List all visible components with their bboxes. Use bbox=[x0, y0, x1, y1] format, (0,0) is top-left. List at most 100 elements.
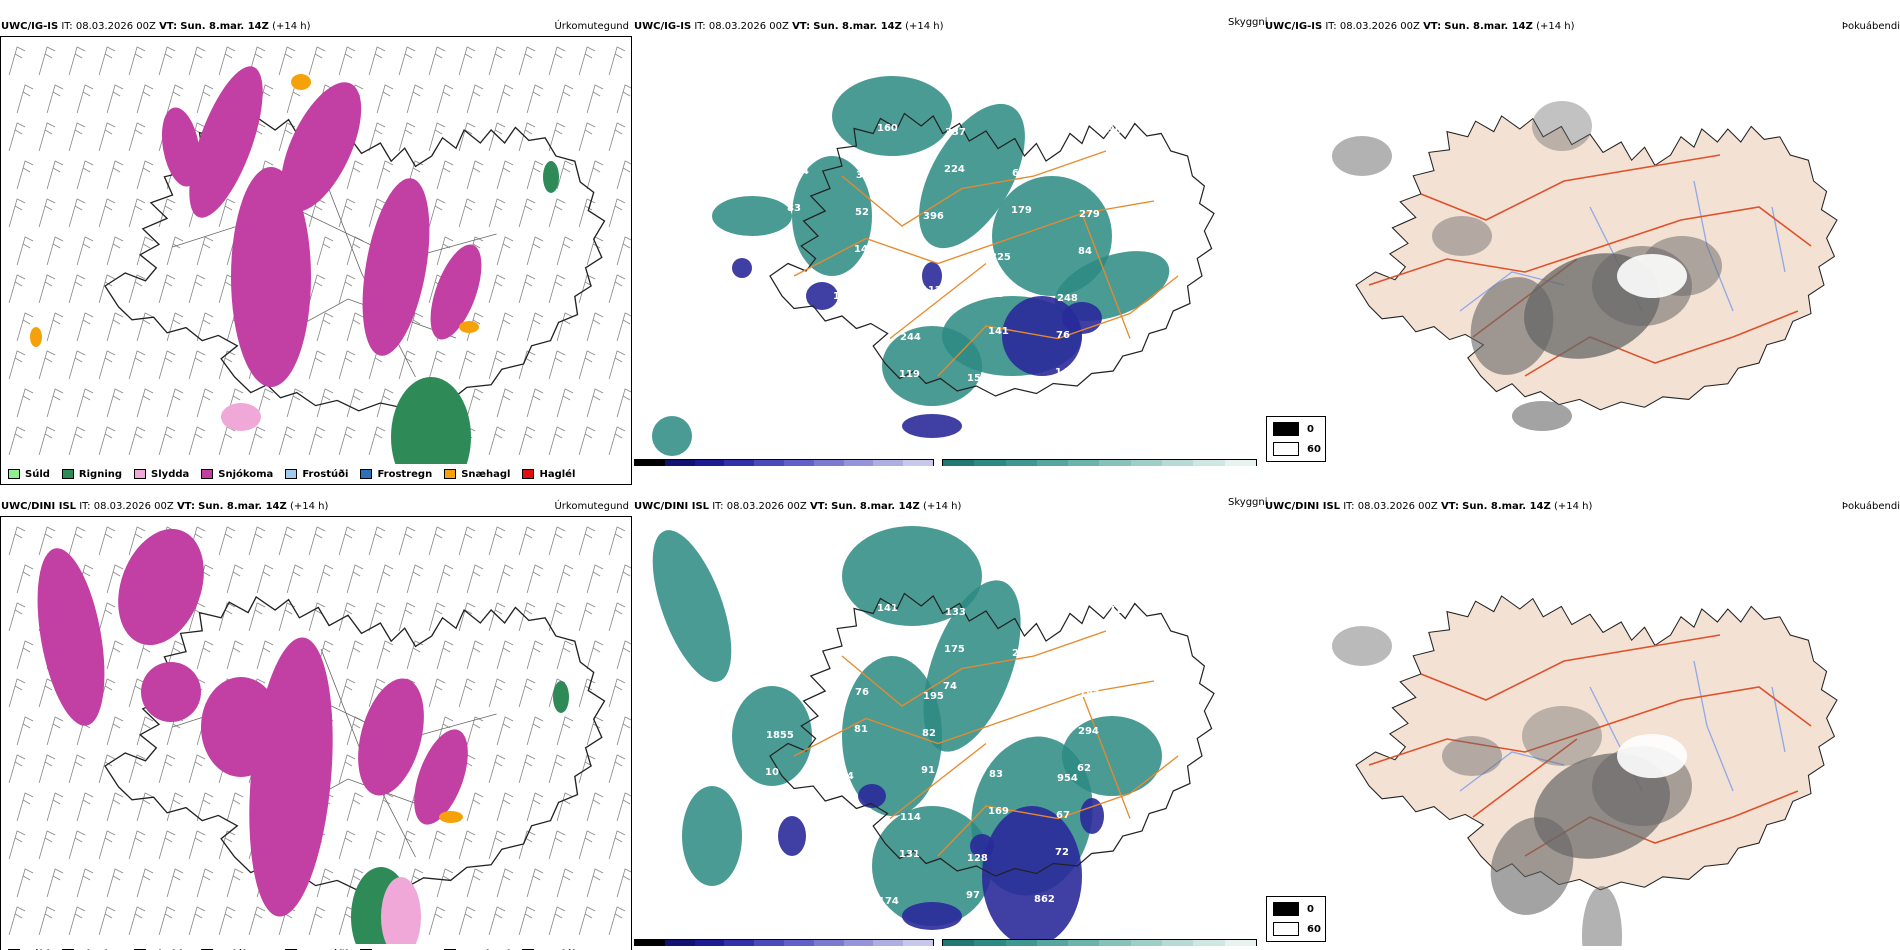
fog-legend-row: 0 bbox=[1273, 422, 1314, 436]
rain-area bbox=[543, 161, 559, 193]
legend-swatch bbox=[201, 469, 214, 479]
precip-title: Úrkomutegund bbox=[554, 21, 629, 32]
fog-area bbox=[1490, 817, 1574, 915]
cloud-base-area bbox=[732, 258, 752, 278]
fog-legend-swatch bbox=[1273, 422, 1299, 436]
rain-area bbox=[553, 681, 569, 713]
visibility-value-label: 349 bbox=[810, 412, 831, 423]
visibility-value-label: 74 bbox=[943, 681, 957, 692]
visibility-value-label: 128 bbox=[967, 853, 988, 864]
coastline bbox=[769, 112, 1215, 397]
fog-legend-row: 60 bbox=[1273, 922, 1321, 936]
fog-area bbox=[1582, 886, 1622, 946]
visibility-value-label: 72 bbox=[1055, 847, 1069, 858]
snow-area bbox=[414, 729, 468, 825]
visibility-value-label: 44 bbox=[742, 408, 756, 419]
lead-time: (+14 h) bbox=[272, 21, 311, 32]
legend-label: Súld bbox=[25, 468, 50, 480]
fog-legend-row: 0 bbox=[1273, 902, 1314, 916]
snow-area bbox=[362, 178, 430, 356]
visibility-value-label: 136 bbox=[1011, 685, 1032, 696]
colorbar-segment bbox=[1130, 940, 1163, 946]
vt-value: Sun. 8.mar. 14Z bbox=[198, 501, 287, 512]
visibility-value-label: 248 bbox=[1057, 293, 1078, 304]
precip-map-svg bbox=[8, 46, 631, 484]
colorbar-segment bbox=[664, 460, 695, 466]
visibility-value-label: 100 bbox=[810, 892, 831, 903]
visibility-value-label: 294 bbox=[1078, 726, 1099, 737]
visibility-value-label: 213 bbox=[878, 416, 899, 427]
fog-area bbox=[1332, 626, 1392, 666]
visibility-value-label: 76 bbox=[855, 687, 869, 698]
visibility-value-label: 337 bbox=[945, 127, 966, 138]
visibility-value-label: 147 bbox=[1055, 367, 1076, 378]
legend-swatch bbox=[360, 469, 373, 479]
colorbar-segment bbox=[694, 940, 725, 946]
it-value: 08.03.2026 00Z bbox=[726, 501, 807, 512]
visibility-value-label: 581 bbox=[722, 568, 743, 579]
visibility-value-label: 862 bbox=[1034, 894, 1055, 905]
visibility-value-label: 195 bbox=[923, 691, 944, 702]
visibility-value-label: 175 bbox=[944, 644, 965, 655]
legend-item: Rigning bbox=[61, 469, 122, 480]
visibility-value-label: 91 bbox=[921, 765, 935, 776]
rivers bbox=[1459, 660, 1786, 792]
visibility-value-label: 52 bbox=[855, 207, 869, 218]
visibility-map-svg: 839 968 396 396 325 248 450 916 213 337 66 279 768 12… bbox=[652, 76, 1215, 456]
visibility-value-label: 279 bbox=[1079, 209, 1100, 220]
colorbar-segment bbox=[1068, 460, 1100, 466]
low-visibility-area bbox=[842, 526, 982, 626]
vt-label: VT: bbox=[809, 501, 828, 512]
cloud-base-area bbox=[970, 834, 994, 858]
legend-label: Súld bbox=[25, 949, 50, 950]
visibility-value-label: 671 bbox=[1101, 605, 1122, 616]
colorbar-segment bbox=[635, 460, 665, 466]
it-label: IT: bbox=[61, 21, 73, 32]
visibility-value-label: 768 bbox=[766, 250, 787, 261]
graupel-area bbox=[459, 321, 479, 333]
fog-header: UWC/IG-IS IT: 08.03.2026 00Z VT: Sun. 8.… bbox=[1265, 21, 1900, 32]
visibility-value-label: 49 bbox=[832, 328, 846, 339]
fog-area bbox=[1470, 277, 1554, 375]
legend-swatch bbox=[285, 469, 298, 479]
visibility-value-label: 183 bbox=[1079, 689, 1100, 700]
vt-label: VT: bbox=[176, 501, 195, 512]
precip-type-map: Súld Rigning Slydda Snjókoma Frostúði Frostre… bbox=[0, 36, 632, 485]
vis_bar-colorbar: km12345678910 bbox=[942, 939, 1257, 946]
roads bbox=[1368, 634, 1812, 857]
visibility-value-label: 89 bbox=[787, 683, 801, 694]
colorbar-segment bbox=[783, 940, 814, 946]
colorbar-segment bbox=[635, 940, 665, 946]
precip-title: Úrkomutegund bbox=[554, 501, 629, 512]
legend-label: Frostregn bbox=[377, 949, 432, 950]
visibility-value-label: 76 bbox=[1056, 330, 1070, 341]
colorbar-segment bbox=[843, 940, 874, 946]
fog-index-map bbox=[1262, 36, 1900, 466]
fog-legend-swatch bbox=[1273, 902, 1299, 916]
fog-legend-label: 0 bbox=[1307, 423, 1314, 435]
visibility-value-label: 71 bbox=[989, 289, 1003, 300]
fog-map-svg bbox=[1332, 101, 1838, 431]
visibility-title: Skyggni bbox=[1228, 17, 1268, 28]
precip-legend: Súld Rigning Slydda Snjókoma Frostúði Frostre… bbox=[4, 464, 576, 484]
cloud-base-area bbox=[982, 806, 1082, 946]
fog-area bbox=[1432, 216, 1492, 256]
visibility-value-label: 126 bbox=[966, 410, 987, 421]
visibility-value-label: 54 bbox=[922, 248, 936, 259]
visibility-value-label: 67 bbox=[1056, 810, 1070, 821]
cloud-base-area bbox=[778, 816, 806, 856]
colorbar-segment bbox=[974, 940, 1006, 946]
visibility-value-label: 131 bbox=[899, 849, 920, 860]
clear-area bbox=[1617, 254, 1687, 298]
visibility-value-label: 179 bbox=[1011, 205, 1032, 216]
colorbar-segment bbox=[1099, 940, 1131, 946]
visibility-value-label: 62 bbox=[1077, 763, 1091, 774]
model-name: UWC/IG-IS bbox=[634, 21, 692, 32]
model-name: UWC/DINI ISL bbox=[634, 501, 710, 512]
legend-label: Snæhagl bbox=[461, 949, 510, 950]
visibility-value-label: 39 bbox=[1100, 642, 1114, 653]
cloud-base-area bbox=[902, 414, 962, 438]
it-value: 08.03.2026 00Z bbox=[75, 21, 156, 32]
legend-item: Frostregn bbox=[360, 469, 432, 480]
cloud-base-area bbox=[902, 902, 962, 930]
